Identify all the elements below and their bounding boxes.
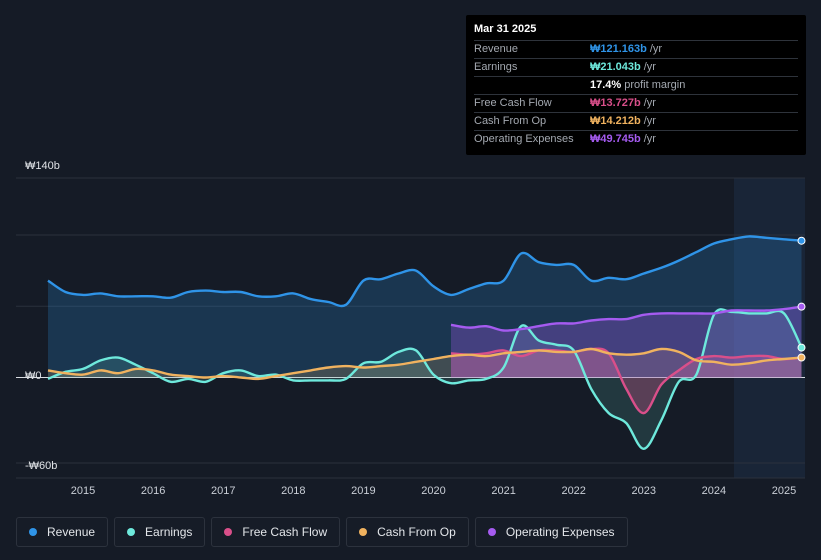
- chart-legend: Revenue Earnings Free Cash Flow Cash From O…: [16, 517, 634, 547]
- tooltip-row: Free Cash Flow ₩13.727b/yr: [474, 95, 798, 113]
- x-tick-label: 2016: [140, 485, 166, 497]
- tooltip-date: Mar 31 2025: [474, 23, 798, 41]
- revenue-end-dot: [797, 236, 806, 245]
- legend-dot-icon: [224, 528, 233, 536]
- tooltip-rows: Revenue ₩121.163b/yr Earnings ₩21.043b/yr 17…: [474, 41, 798, 148]
- tooltip-row-label: Free Cash Flow: [474, 97, 552, 109]
- tooltip-row-suffix: /yr: [643, 61, 656, 73]
- tooltip-row-value: ₩49.745b: [590, 133, 641, 145]
- legend-dot-icon: [487, 528, 496, 536]
- x-tick-label: 2020: [421, 485, 446, 497]
- earnings-end-dot: [797, 343, 806, 352]
- legend-item-earnings[interactable]: Earnings: [114, 517, 206, 547]
- x-tick-label: 2018: [281, 485, 306, 497]
- x-tick-label: 2019: [351, 485, 376, 497]
- data-tooltip: Mar 31 2025 Revenue ₩121.163b/yr Earnings ₩…: [466, 15, 806, 155]
- series-areas: [48, 236, 802, 449]
- tooltip-row-label: Operating Expenses: [474, 133, 574, 145]
- tooltip-row: Cash From Op ₩14.212b/yr: [474, 113, 798, 131]
- series-end-dots: [797, 236, 806, 362]
- tooltip-row-suffix: /yr: [643, 133, 656, 145]
- tooltip-row-value: ₩21.043b: [590, 61, 641, 73]
- operating-expenses-end-dot: [797, 302, 806, 311]
- legend-item-label: Operating Expenses: [505, 525, 615, 539]
- cash-from-op-end-dot: [797, 353, 806, 362]
- tooltip-row-value: ₩14.212b: [590, 115, 641, 127]
- x-tick-label: 2017: [210, 485, 236, 497]
- tooltip-row: Earnings ₩21.043b/yr: [474, 59, 798, 77]
- tooltip-row-suffix: /yr: [649, 43, 663, 55]
- revenue-area: [48, 236, 802, 378]
- x-tick-label: 2021: [491, 485, 516, 497]
- operating-expenses-line: [450, 305, 802, 332]
- legend-item-free-cash-flow[interactable]: Free Cash Flow: [211, 517, 341, 547]
- free-cash-flow-area: [451, 348, 802, 414]
- tooltip-row-value: ₩13.727b: [590, 97, 641, 109]
- earnings-area: [48, 309, 802, 449]
- legend-dot-icon: [127, 528, 136, 536]
- earnings-line: [47, 308, 803, 450]
- tooltip-row-value: 17.4%: [590, 79, 622, 91]
- tooltip-row-value: ₩121.163b: [590, 43, 647, 55]
- tooltip-row-label: Earnings: [474, 61, 518, 73]
- legend-item-cash-from-op[interactable]: Cash From Op: [346, 517, 469, 547]
- tooltip-row-label: [474, 77, 590, 94]
- legend-dot-icon: [359, 528, 368, 536]
- legend-item-label: Free Cash Flow: [242, 525, 328, 539]
- grid-lines: [16, 177, 805, 479]
- tooltip-row: Revenue ₩121.163b/yr: [474, 41, 798, 59]
- tooltip-row-suffix: /yr: [643, 97, 656, 109]
- legend-item-revenue[interactable]: Revenue: [16, 517, 109, 547]
- tooltip-row: 17.4% profit margin: [474, 77, 798, 95]
- cash-from-op-line: [47, 347, 802, 381]
- legend-item-label: Revenue: [47, 525, 96, 539]
- x-tick-label: 2022: [561, 485, 586, 497]
- y-axis-bottom-label: -₩60b: [25, 460, 58, 472]
- legend-item-label: Earnings: [145, 525, 193, 539]
- operating-expenses-area: [451, 306, 802, 378]
- legend-dot-icon: [29, 528, 37, 536]
- legend-item-label: Cash From Op: [377, 525, 456, 539]
- x-tick-label: 2025: [771, 485, 797, 497]
- y-axis-top-label: ₩140b: [25, 160, 60, 172]
- tooltip-row-suffix: /yr: [643, 115, 656, 127]
- series-lines: [47, 235, 803, 450]
- tooltip-row-suffix: profit margin: [624, 79, 686, 91]
- tooltip-row-label: Cash From Op: [474, 115, 547, 127]
- x-tick-label: 2015: [70, 485, 96, 497]
- y-axis-zero-label: ₩0: [25, 370, 42, 382]
- x-tick-label: 2024: [701, 485, 727, 497]
- legend-item-operating-expenses[interactable]: Operating Expenses: [474, 517, 628, 547]
- x-tick-label: 2023: [631, 485, 657, 497]
- tooltip-row: Operating Expenses ₩49.745b/yr: [474, 131, 798, 148]
- revenue-line: [47, 235, 802, 308]
- tooltip-row-label: Revenue: [474, 43, 519, 55]
